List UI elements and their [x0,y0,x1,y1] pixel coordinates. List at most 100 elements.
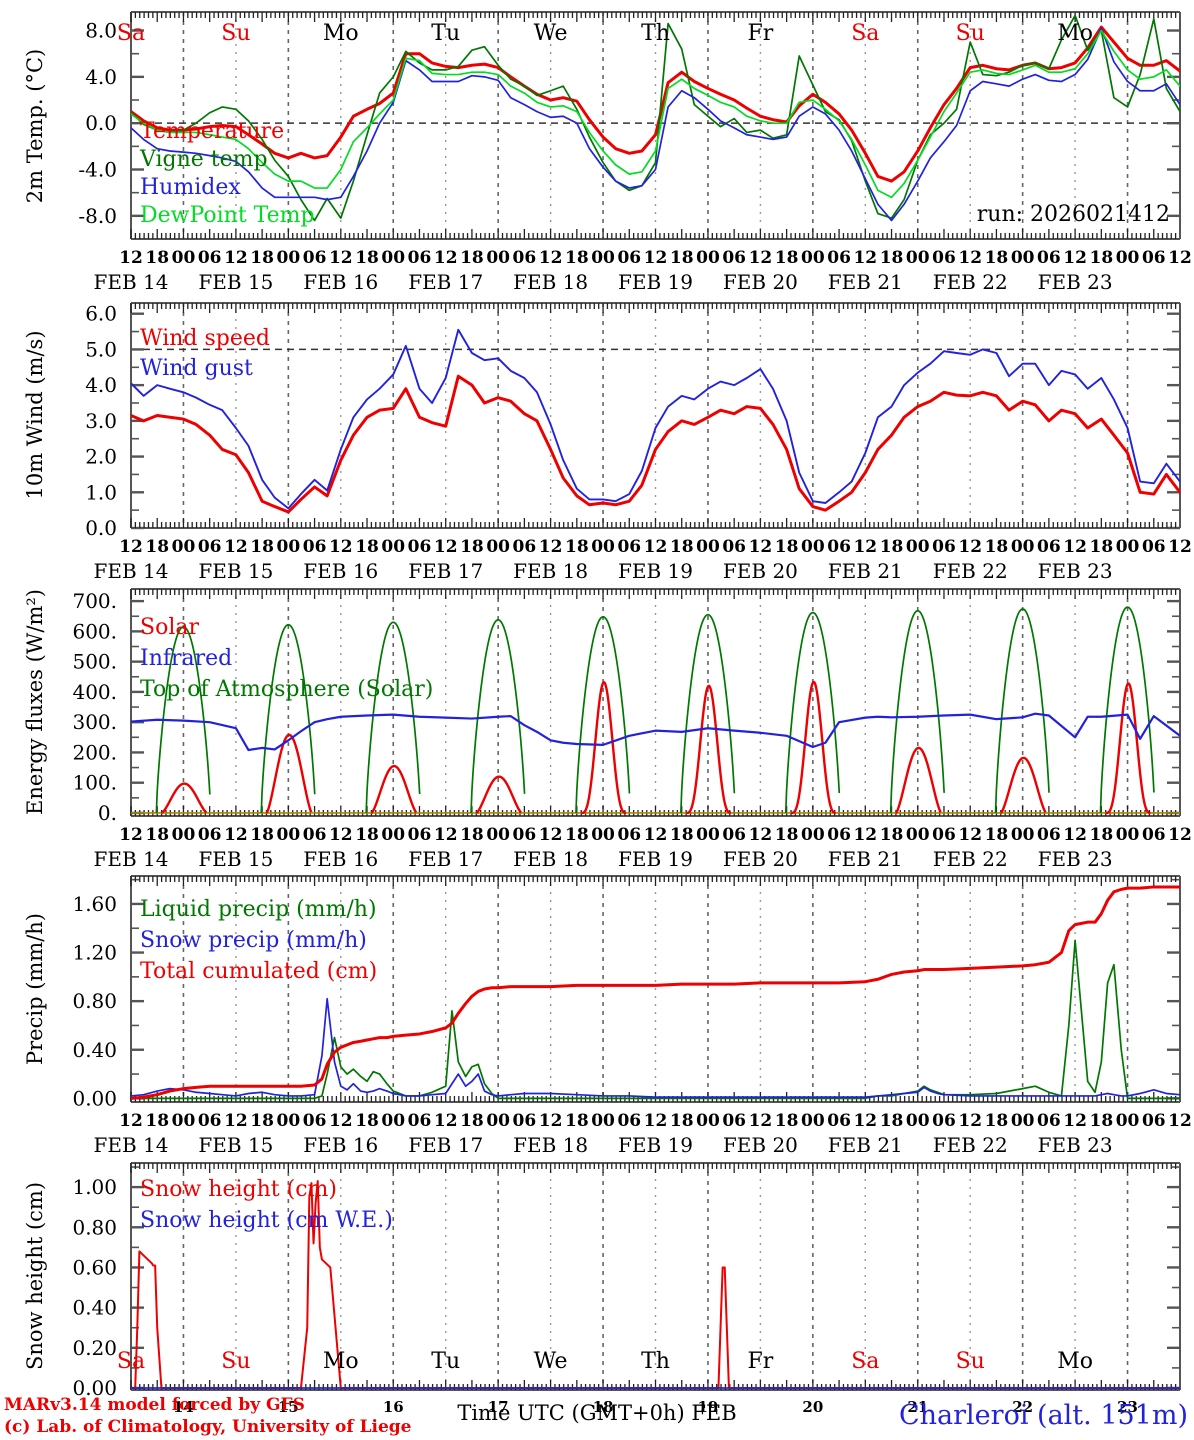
x-hour-label: 18 [565,248,589,268]
x-hour-label: 06 [1037,248,1061,268]
legend-item-temperature: Temperature [140,119,284,144]
x-hour-label: 18 [1089,1111,1113,1131]
x-hour-label: 12 [1168,825,1192,845]
y-tick-label: 0.00 [72,1376,117,1400]
x-hour-label: 06 [932,537,956,557]
x-hour-label: 12 [749,1111,773,1131]
x-hour-label: 00 [906,825,930,845]
x-hour-label: 06 [722,537,746,557]
y-axis-title: 2m Temp. (°C) [23,49,47,203]
x-date-label: FEB 20 [723,559,798,583]
x-hour-label: 18 [565,1111,589,1131]
y-tick-label: 500. [72,650,117,674]
x-date-label: FEB 20 [723,270,798,294]
x-hour-label: 12 [329,825,353,845]
x-hour-label: 06 [827,1111,851,1131]
x-hour-label: 06 [1142,537,1166,557]
x-hour-label: 00 [696,825,720,845]
series-solar [894,746,942,814]
weekday-label-snow: Mo [323,1349,359,1374]
x-hour-label: 06 [932,248,956,268]
weekday-label: Su [221,21,250,46]
series-dewpoint-temp [131,29,1180,199]
snow-x-tick-label: 18 [593,1398,614,1416]
y-axis-title: Snow height (cm) [23,1182,47,1370]
series-top-of-atmosphere [994,608,1050,814]
legend-item-snow-height-cm-w-e: Snow height (cm W.E.) [140,1208,393,1233]
series-top-of-atmosphere [155,626,211,814]
x-hour-label: 06 [617,537,641,557]
weekday-label: Tu [431,21,460,46]
x-hour-label: 06 [1142,825,1166,845]
x-hour-label: 06 [617,1111,641,1131]
x-date-label: FEB 19 [618,1133,693,1157]
x-hour-label: 00 [277,825,301,845]
weekday-label: Su [956,21,985,46]
series-top-of-atmosphere [680,613,736,814]
x-hour-label: 12 [224,825,248,845]
x-hour-label: 00 [1011,825,1035,845]
x-hour-label: 12 [853,537,877,557]
y-axis-title: Energy fluxes (W/m²) [23,589,47,815]
x-hour-label: 12 [644,248,668,268]
x-hour-label: 00 [277,248,301,268]
legend-item-vigne-temp: Vigne temp [139,147,268,172]
panel-fluxes: 0. 100. 200. 300. 400. 500. 600. 700. Energy flu… [23,588,1192,871]
x-hour-label: 18 [775,248,799,268]
x-hour-label: 06 [827,537,851,557]
x-hour-label: 00 [172,1111,196,1131]
y-tick-label: 2.0 [85,445,117,469]
y-axis-title: 10m Wind (m/s) [23,330,47,499]
y-tick-label: 4.0 [85,65,117,89]
y-tick-label: 1.60 [72,892,117,916]
weekday-label: Fr [748,21,774,46]
x-hour-label: 12 [1168,537,1192,557]
x-hour-label: 06 [513,825,537,845]
series-top-of-atmosphere [889,609,945,814]
x-hour-label: 18 [775,825,799,845]
x-hour-label: 18 [250,537,274,557]
x-hour-label: 12 [224,1111,248,1131]
x-date-label: FEB 16 [303,270,378,294]
y-tick-label: 700. [72,589,117,613]
x-hour-label: 00 [591,537,615,557]
x-hour-label: 12 [329,537,353,557]
x-hour-label: 00 [696,248,720,268]
weekday-label: Th [641,21,670,46]
x-hour-label: 18 [250,825,274,845]
x-hour-label: 18 [145,248,169,268]
x-hour-label: 18 [145,537,169,557]
series-humidex [131,27,1180,222]
x-hour-label: 12 [1168,1111,1192,1131]
x-date-label: FEB 18 [513,1133,588,1157]
x-hour-label: 00 [801,825,825,845]
weekday-label-snow: Mo [1057,1349,1093,1374]
x-date-label: FEB 21 [828,559,903,583]
x-hour-label: 00 [1116,825,1140,845]
y-tick-label: 0.20 [72,1336,117,1360]
x-hour-label: 00 [1011,248,1035,268]
x-hour-label: 06 [1037,825,1061,845]
x-hour-label: 18 [670,248,694,268]
snow-x-tick-label: 16 [383,1398,404,1416]
series-solar [475,775,522,814]
series-group [131,1180,1180,1389]
x-hour-label: 18 [775,537,799,557]
legend-item-wind-speed: Wind speed [140,326,270,351]
x-hour-label: 06 [827,248,851,268]
x-hour-label: 00 [696,1111,720,1131]
x-hour-label: 00 [381,248,405,268]
x-hour-label: 12 [958,825,982,845]
weekday-label-snow: Sa [117,1349,145,1374]
weekday-label: Mo [1057,21,1093,46]
series-solar [790,680,837,815]
x-hour-label: 12 [644,537,668,557]
snow-x-tick-label: 21 [907,1398,928,1416]
x-hour-label: 12 [224,537,248,557]
x-date-label: FEB 15 [198,847,273,871]
series-group [131,14,1180,222]
legend-item-top-of-atmosphere-solar: Top of Atmosphere (Solar) [140,677,433,702]
series-top-of-atmosphere [365,621,421,814]
snow-x-tick-label: 23 [1117,1398,1138,1416]
footer-model-line: MARv3.14 model forced by GFS [4,1395,305,1415]
